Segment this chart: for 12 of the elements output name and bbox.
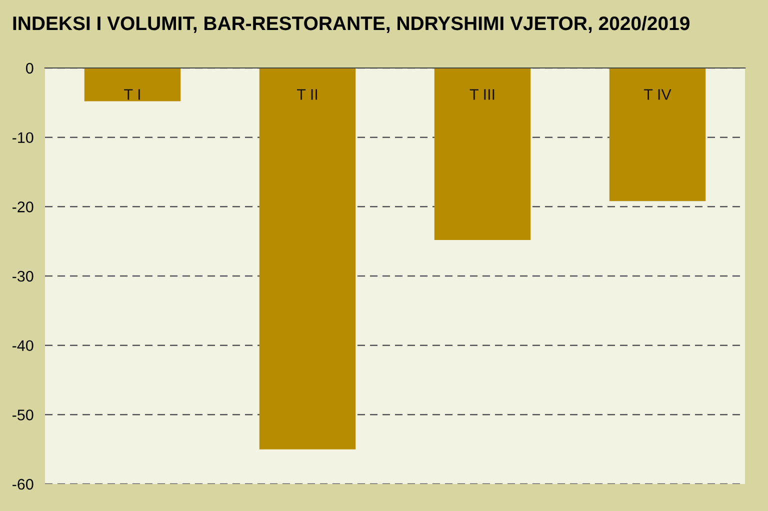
y-tick-label: -40 [12,340,34,352]
x-tick-label: T I [124,89,140,100]
x-tick-label: T II [296,89,317,100]
y-tick-label: -60 [12,478,34,490]
y-tick-label: 0 [26,62,34,74]
y-tick-label: -30 [12,270,34,282]
x-tick-label: T IV [644,89,672,100]
x-tick-label: T III [470,89,494,100]
y-tick-label: -50 [12,410,34,420]
y-tick-label: -10 [12,132,34,144]
y-tick-label: -20 [12,202,34,212]
chart-title: INDEKSI I VOLUMIT, BAR-RESTORANTE, NDRYSHIMI VJETOR, 2020/2019 [13,16,690,34]
